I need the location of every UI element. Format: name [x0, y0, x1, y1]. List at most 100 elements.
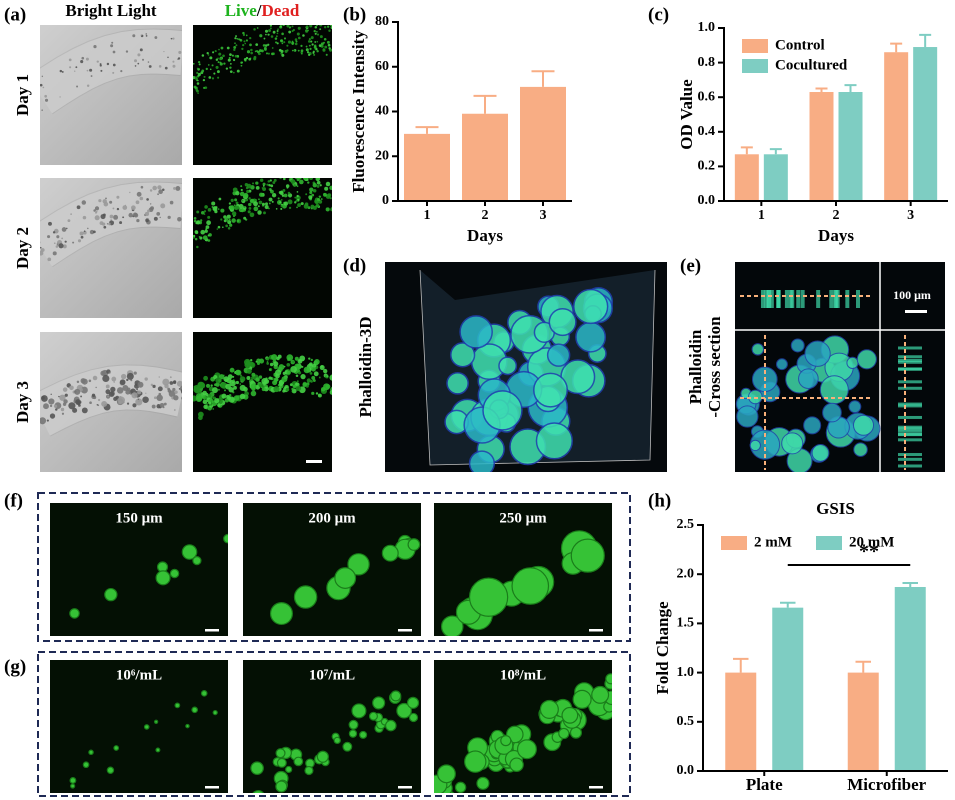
spheroid	[459, 315, 493, 349]
cell	[100, 69, 103, 72]
micrograph	[50, 660, 228, 793]
cell	[232, 187, 238, 193]
cell	[158, 376, 160, 378]
scale-bar	[205, 786, 219, 789]
micrograph	[40, 178, 182, 318]
cell	[109, 200, 113, 204]
cell	[281, 194, 285, 197]
cell	[291, 30, 294, 33]
cell	[294, 178, 298, 179]
cell	[287, 40, 292, 44]
cell	[319, 184, 322, 187]
cell	[249, 37, 252, 40]
spheroid	[811, 444, 830, 462]
cell	[243, 192, 249, 198]
cell	[273, 361, 279, 367]
cell	[173, 395, 179, 401]
cell	[268, 368, 272, 371]
cell	[329, 185, 332, 190]
cell	[116, 387, 124, 394]
y-tick-label: 1.0	[677, 665, 695, 680]
cell	[93, 45, 97, 49]
y-axis-title: OD Value	[677, 79, 696, 150]
y-axis-title: Fold Change	[653, 601, 672, 694]
cell	[142, 58, 145, 61]
cell	[218, 48, 220, 51]
slice	[833, 290, 838, 308]
cell	[243, 58, 247, 61]
cell	[240, 64, 243, 67]
cell	[136, 388, 138, 391]
cell	[134, 65, 137, 67]
cell	[305, 29, 309, 33]
cell	[193, 234, 196, 238]
cell	[256, 27, 259, 29]
cell	[287, 357, 291, 360]
cell	[108, 222, 111, 226]
cell	[224, 389, 227, 392]
cell	[216, 228, 219, 230]
spheroid	[747, 389, 763, 405]
cell	[197, 92, 199, 95]
organoid	[570, 538, 605, 573]
cell	[92, 375, 98, 381]
bar	[838, 92, 863, 201]
cell	[258, 200, 263, 205]
cell	[289, 26, 292, 29]
box-frame	[419, 269, 656, 466]
cell	[275, 41, 278, 44]
cell	[271, 354, 278, 361]
cell	[319, 365, 325, 371]
cell	[203, 75, 206, 78]
cell	[177, 217, 182, 222]
cell	[246, 368, 252, 374]
cell	[60, 407, 65, 412]
cell	[137, 53, 141, 57]
cell	[263, 378, 270, 385]
cell	[79, 231, 84, 236]
cell	[172, 37, 175, 40]
organoid	[396, 702, 412, 719]
cell	[296, 206, 298, 209]
cell	[325, 207, 330, 212]
slice	[796, 290, 801, 308]
cell	[309, 47, 312, 51]
cell	[323, 368, 328, 374]
y-tick-label: 0.4	[698, 124, 716, 139]
cell	[156, 394, 163, 402]
cell	[233, 395, 240, 401]
cell	[229, 66, 232, 69]
spheroid	[819, 375, 849, 405]
cell	[226, 214, 231, 219]
cell	[316, 184, 320, 188]
cell	[227, 395, 232, 400]
organoid	[275, 780, 288, 793]
slice	[764, 290, 769, 308]
cell	[261, 202, 265, 206]
bar	[734, 154, 759, 201]
cell	[324, 186, 329, 191]
micrograph	[193, 178, 332, 318]
cell	[231, 54, 234, 57]
cell	[279, 201, 282, 204]
organoid	[511, 567, 550, 605]
cell	[283, 37, 287, 40]
micrograph	[193, 25, 332, 165]
cell	[246, 183, 252, 189]
cell	[105, 384, 110, 389]
cell	[273, 386, 280, 393]
cell	[257, 205, 260, 208]
cell	[329, 25, 332, 26]
cell	[200, 210, 205, 215]
cell	[235, 44, 238, 47]
error-bar	[919, 33, 932, 48]
cell	[263, 211, 266, 215]
cell	[310, 40, 313, 43]
cell	[256, 362, 260, 366]
slice	[898, 360, 922, 364]
cell	[329, 374, 332, 381]
y-tick-label: 2.5	[677, 517, 695, 532]
spheroid	[804, 340, 831, 367]
charts: (b) 0 20 40 60 80 Fluorescence Intensity Days 1 2…	[343, 4, 948, 794]
cell	[200, 229, 206, 235]
